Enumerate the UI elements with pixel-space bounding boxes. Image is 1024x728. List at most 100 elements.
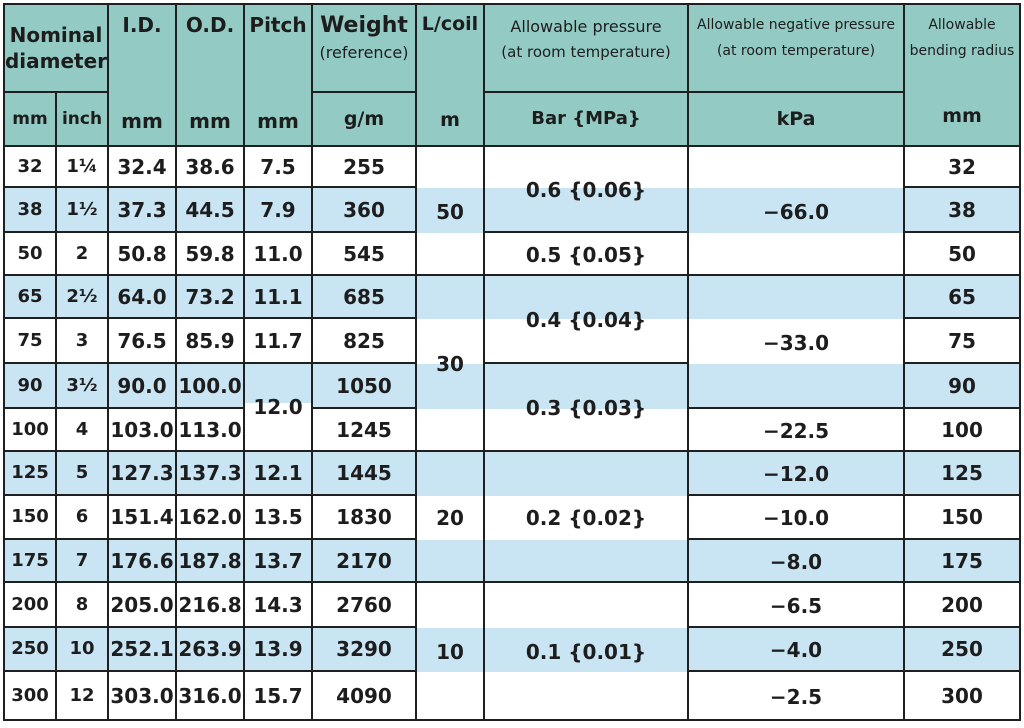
row-od: 38.6	[175, 145, 245, 188]
weight-unit-label: g/m	[343, 107, 385, 130]
weight-header: Weight (reference)	[311, 3, 417, 93]
coil-cell: 50	[415, 145, 485, 276]
row-mm: 150	[3, 494, 57, 540]
negative-pressure-cell: −66.0	[687, 145, 905, 276]
pressure-label: Allowable pressure	[510, 17, 662, 36]
coil-cell: 10	[415, 581, 485, 721]
row-weight-value: 255	[343, 154, 385, 179]
row-id: 76.5	[107, 317, 177, 364]
row-pitch: 13.5	[243, 494, 313, 540]
row-radius-value: 75	[948, 328, 976, 353]
row-weight-value: 825	[343, 328, 385, 353]
row-weight: 360	[311, 186, 417, 233]
row-pitch: 7.9	[243, 186, 313, 233]
row-od: 100.0	[175, 362, 245, 409]
row-id-value: 127.3	[110, 461, 174, 485]
row-mm-value: 175	[11, 549, 49, 571]
row-pitch-value: 11.0	[253, 241, 303, 266]
row-id-value: 90.0	[117, 373, 167, 398]
row-radius-value: 50	[948, 241, 976, 266]
coil-unit: m	[440, 109, 460, 131]
bending-radius-header: Allowable bending radius mm	[903, 3, 1021, 147]
row-od-value: 59.8	[185, 241, 235, 266]
negative-pressure-sub-label: (at room temperature)	[716, 43, 876, 59]
row-radius-value: 175	[941, 548, 983, 573]
negative-pressure-cell: −6.5	[687, 581, 905, 628]
row-mm-value: 100	[11, 418, 49, 440]
coil-stripe	[417, 628, 483, 672]
row-radius-value: 250	[941, 637, 983, 661]
negative-pressure-stripe	[689, 364, 903, 409]
row-radius: 90	[903, 362, 1021, 409]
row-pitch: 7.5	[243, 145, 313, 188]
row-mm: 300	[3, 670, 57, 721]
row-od: 263.9	[175, 626, 245, 672]
row-pitch: 14.3	[243, 581, 313, 628]
row-mm-value: 50	[17, 242, 43, 264]
negative-pressure-value: −22.5	[762, 418, 830, 443]
row-mm-value: 38	[17, 198, 43, 220]
row-mm-value: 75	[17, 329, 43, 351]
row-od: 59.8	[175, 231, 245, 276]
coil-stripe	[417, 276, 483, 319]
pressure-cell: 0.4 {0.04}	[483, 274, 689, 364]
od-header-label: O.D.	[185, 13, 235, 37]
row-radius-value: 100	[941, 417, 983, 442]
row-radius: 75	[903, 317, 1021, 364]
row-od-value: 113.0	[178, 417, 242, 442]
pressure-cell: 0.5 {0.05}	[483, 231, 689, 276]
row-weight-value: 685	[343, 284, 385, 309]
row-weight-value: 1445	[336, 461, 392, 485]
row-od: 44.5	[175, 186, 245, 233]
row-radius-value: 125	[941, 461, 983, 485]
pressure-stripe	[485, 452, 687, 496]
unit-mm-label: mm	[12, 108, 48, 129]
negative-pressure-stripe	[689, 628, 903, 672]
pressure-value: 0.4 {0.04}	[525, 308, 647, 332]
row-inch: 1½	[55, 186, 109, 233]
row-od-value: 162.0	[178, 505, 242, 529]
coil-cell: 20	[415, 450, 485, 583]
row-inch-value: 12	[69, 684, 95, 706]
row-inch-value: 5	[75, 462, 89, 484]
row-pitch: 11.0	[243, 231, 313, 276]
pressure-cell: 0.2 {0.02}	[483, 450, 689, 583]
row-od-value: 38.6	[185, 154, 235, 179]
row-inch: 10	[55, 626, 109, 672]
row-mm-value: 65	[17, 285, 43, 307]
negative-pressure-cell: −8.0	[687, 538, 905, 583]
row-od-value: 44.5	[185, 197, 235, 222]
row-inch-value: 3	[75, 329, 89, 351]
negative-pressure-stripe	[689, 276, 903, 319]
row-mm: 75	[3, 317, 57, 364]
row-radius: 175	[903, 538, 1021, 583]
row-inch-value: 10	[69, 638, 95, 660]
row-od-value: 85.9	[185, 328, 235, 353]
negative-pressure-cell: −33.0	[687, 274, 905, 409]
row-radius-value: 300	[941, 683, 983, 708]
row-inch-value: 4	[75, 418, 89, 440]
negative-pressure-value: −12.0	[762, 462, 830, 486]
row-mm: 90	[3, 362, 57, 409]
row-weight-value: 3290	[336, 637, 392, 661]
row-radius-value: 32	[948, 154, 976, 179]
negative-pressure-cell: −12.0	[687, 450, 905, 496]
row-mm: 32	[3, 145, 57, 188]
row-inch: 2	[55, 231, 109, 276]
spec-table: Nominal diameter mm inch I.D. mm O.D. mm Pitch m…	[3, 3, 1021, 724]
row-id-value: 32.4	[117, 154, 167, 179]
row-id: 90.0	[107, 362, 177, 409]
row-pitch: 15.7	[243, 670, 313, 721]
row-id: 205.0	[107, 581, 177, 628]
coil-value: 50	[436, 199, 464, 224]
row-od: 85.9	[175, 317, 245, 364]
row-id-value: 50.8	[117, 241, 167, 266]
row-inch-value: 1½	[66, 198, 98, 220]
row-od: 137.3	[175, 450, 245, 496]
row-radius: 38	[903, 186, 1021, 233]
row-weight-value: 1050	[336, 373, 392, 398]
row-id-value: 252.1	[110, 637, 174, 661]
row-mm: 200	[3, 581, 57, 628]
row-weight-value: 545	[343, 241, 385, 266]
coil-stripe	[417, 540, 483, 583]
